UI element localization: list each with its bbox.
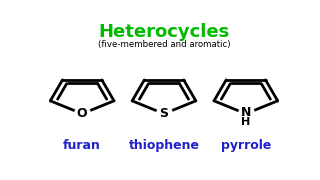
Text: H: H: [241, 117, 251, 127]
Text: S: S: [159, 107, 169, 120]
Text: O: O: [77, 107, 87, 120]
Text: thiophene: thiophene: [129, 139, 199, 152]
Text: (five-membered and aromatic): (five-membered and aromatic): [98, 40, 230, 49]
Text: pyrrole: pyrrole: [221, 139, 271, 152]
Text: furan: furan: [63, 139, 101, 152]
Text: N: N: [241, 106, 251, 119]
Text: Heterocycles: Heterocycles: [98, 23, 230, 41]
